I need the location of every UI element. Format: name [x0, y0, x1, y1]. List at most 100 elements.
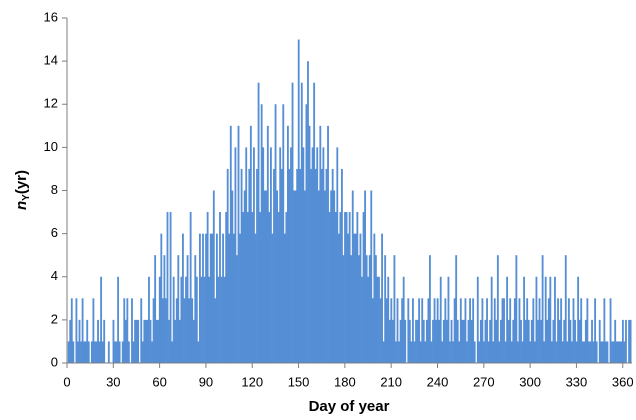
- bar: [169, 212, 172, 363]
- bar: [149, 319, 152, 363]
- bar: [237, 125, 240, 363]
- bar: [473, 341, 476, 363]
- bar: [212, 190, 215, 363]
- bar: [595, 341, 598, 363]
- bar: [344, 212, 346, 363]
- bar: [282, 104, 285, 363]
- x-tick-label: 330: [566, 374, 588, 389]
- bar: [493, 298, 496, 363]
- bar: [592, 341, 595, 363]
- bar: [307, 61, 309, 363]
- bar: [259, 212, 262, 363]
- bar: [479, 319, 482, 363]
- bar: [399, 319, 402, 363]
- bar: [195, 276, 198, 363]
- bar: [390, 298, 393, 363]
- bar: [266, 125, 269, 363]
- bar: [604, 341, 607, 363]
- x-tick-label: 210: [380, 374, 402, 389]
- y-label-symbol: n: [13, 201, 30, 210]
- bar: [378, 276, 380, 363]
- y-tick-label: 16: [44, 9, 58, 24]
- bar: [606, 341, 609, 363]
- bar: [322, 147, 325, 363]
- bar: [288, 168, 291, 363]
- bar: [299, 168, 302, 363]
- bar: [510, 341, 513, 363]
- bar: [214, 298, 217, 363]
- bar: [302, 147, 305, 363]
- bar: [313, 82, 316, 363]
- bar: [171, 341, 174, 363]
- x-tick-label: 120: [241, 374, 263, 389]
- bar: [362, 212, 365, 363]
- bar: [101, 341, 104, 363]
- bar: [325, 168, 328, 363]
- bar: [524, 319, 527, 363]
- bar: [422, 319, 425, 363]
- bar: [572, 298, 575, 363]
- bar: [575, 341, 578, 363]
- bar: [328, 212, 331, 363]
- bar: [442, 319, 445, 363]
- bar: [459, 298, 462, 363]
- bar: [583, 341, 586, 363]
- bar: [197, 341, 200, 363]
- bar: [427, 298, 430, 363]
- bar: [391, 319, 394, 363]
- bar: [412, 298, 414, 363]
- bar: [544, 276, 547, 363]
- bar: [178, 319, 181, 363]
- bar: [487, 341, 490, 363]
- bar: [67, 341, 70, 363]
- bar: [554, 276, 556, 363]
- bar: [77, 341, 79, 363]
- bar: [561, 341, 564, 363]
- bar: [291, 82, 294, 363]
- bar: [236, 255, 238, 363]
- bar: [418, 298, 421, 363]
- bar: [609, 298, 612, 363]
- bar: [515, 255, 518, 363]
- bar: [388, 319, 391, 363]
- bar: [421, 298, 424, 363]
- bar: [225, 212, 228, 363]
- bar: [478, 341, 481, 363]
- bar: [124, 319, 127, 363]
- bar: [324, 190, 326, 363]
- bar: [496, 255, 499, 363]
- bar: [131, 298, 133, 363]
- bar: [134, 319, 136, 363]
- bar: [495, 319, 498, 363]
- bar: [594, 298, 597, 363]
- bar: [271, 233, 274, 363]
- bar: [127, 341, 130, 363]
- bar: [374, 255, 377, 363]
- bar: [240, 168, 243, 363]
- bar: [168, 319, 170, 363]
- bar: [300, 82, 303, 363]
- x-tick-label: 0: [63, 374, 70, 389]
- bar: [186, 255, 189, 363]
- y-tick-label: 14: [44, 53, 58, 68]
- bar: [222, 233, 224, 363]
- bar: [223, 276, 226, 363]
- bar: [441, 341, 444, 363]
- bar: [229, 125, 232, 363]
- bar: [132, 341, 135, 363]
- bar: [305, 104, 308, 363]
- x-tick-label: 360: [612, 374, 634, 389]
- y-tick-label: 2: [51, 311, 58, 326]
- bar: [174, 319, 177, 363]
- bar: [191, 298, 194, 363]
- bar: [308, 125, 311, 363]
- bar: [393, 255, 396, 363]
- bar: [424, 341, 427, 363]
- bar: [202, 233, 204, 363]
- bar: [557, 298, 559, 363]
- bar: [80, 341, 82, 363]
- bar: [161, 298, 164, 363]
- bar: [601, 341, 604, 363]
- bar: [137, 319, 140, 363]
- bar: [334, 212, 337, 363]
